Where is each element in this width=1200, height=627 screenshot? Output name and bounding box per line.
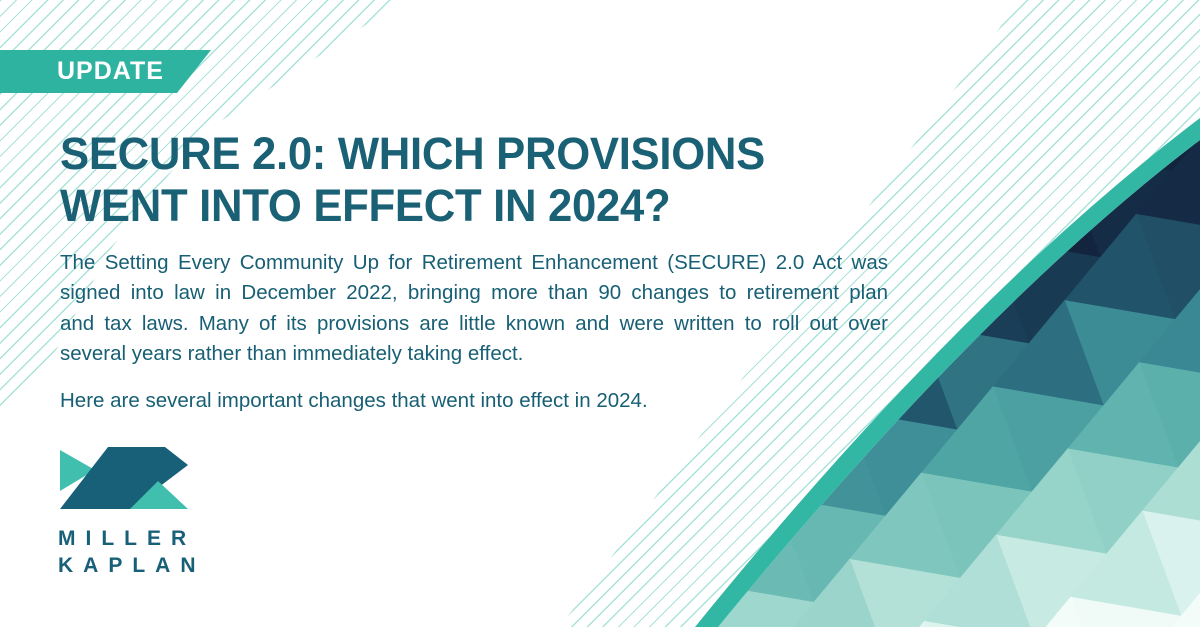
miller-kaplan-logo-icon bbox=[60, 447, 188, 509]
page-title-line1: SECURE 2.0: WHICH PROVISIONS bbox=[60, 128, 765, 179]
closing-paragraph: Here are several important changes that … bbox=[60, 389, 648, 412]
logo-dark-band bbox=[60, 447, 188, 509]
update-ribbon-label: UPDATE bbox=[57, 57, 164, 85]
logo-wordmark-miller: MILLER bbox=[58, 527, 197, 550]
page-title-line2: WENT INTO EFFECT IN 2024? bbox=[60, 180, 671, 231]
update-ribbon: UPDATE bbox=[0, 50, 211, 93]
logo-wordmark: MILLER KAPLAN bbox=[58, 525, 206, 579]
logo-left-triangle bbox=[60, 450, 95, 491]
page-title: SECURE 2.0: WHICH PROVISIONS WENT INTO E… bbox=[60, 128, 765, 232]
intro-paragraph-line: The Setting Every Community Up for Retir… bbox=[60, 251, 888, 274]
logo-wordmark-kaplan: KAPLAN bbox=[58, 554, 206, 577]
diagonal-teal-band bbox=[695, 118, 1200, 627]
intro-paragraph-line: and tax laws. Many of its provisions are… bbox=[60, 311, 888, 335]
intro-paragraph-line: signed into law in December 2022, bringi… bbox=[60, 281, 888, 305]
intro-paragraph-line: several years rather than immediately ta… bbox=[60, 342, 524, 366]
miller-kaplan-logo: MILLER KAPLAN bbox=[58, 444, 206, 579]
intro-paragraph: The Setting Every Community Up for Retir… bbox=[60, 248, 888, 370]
logo-right-triangle bbox=[130, 481, 188, 509]
